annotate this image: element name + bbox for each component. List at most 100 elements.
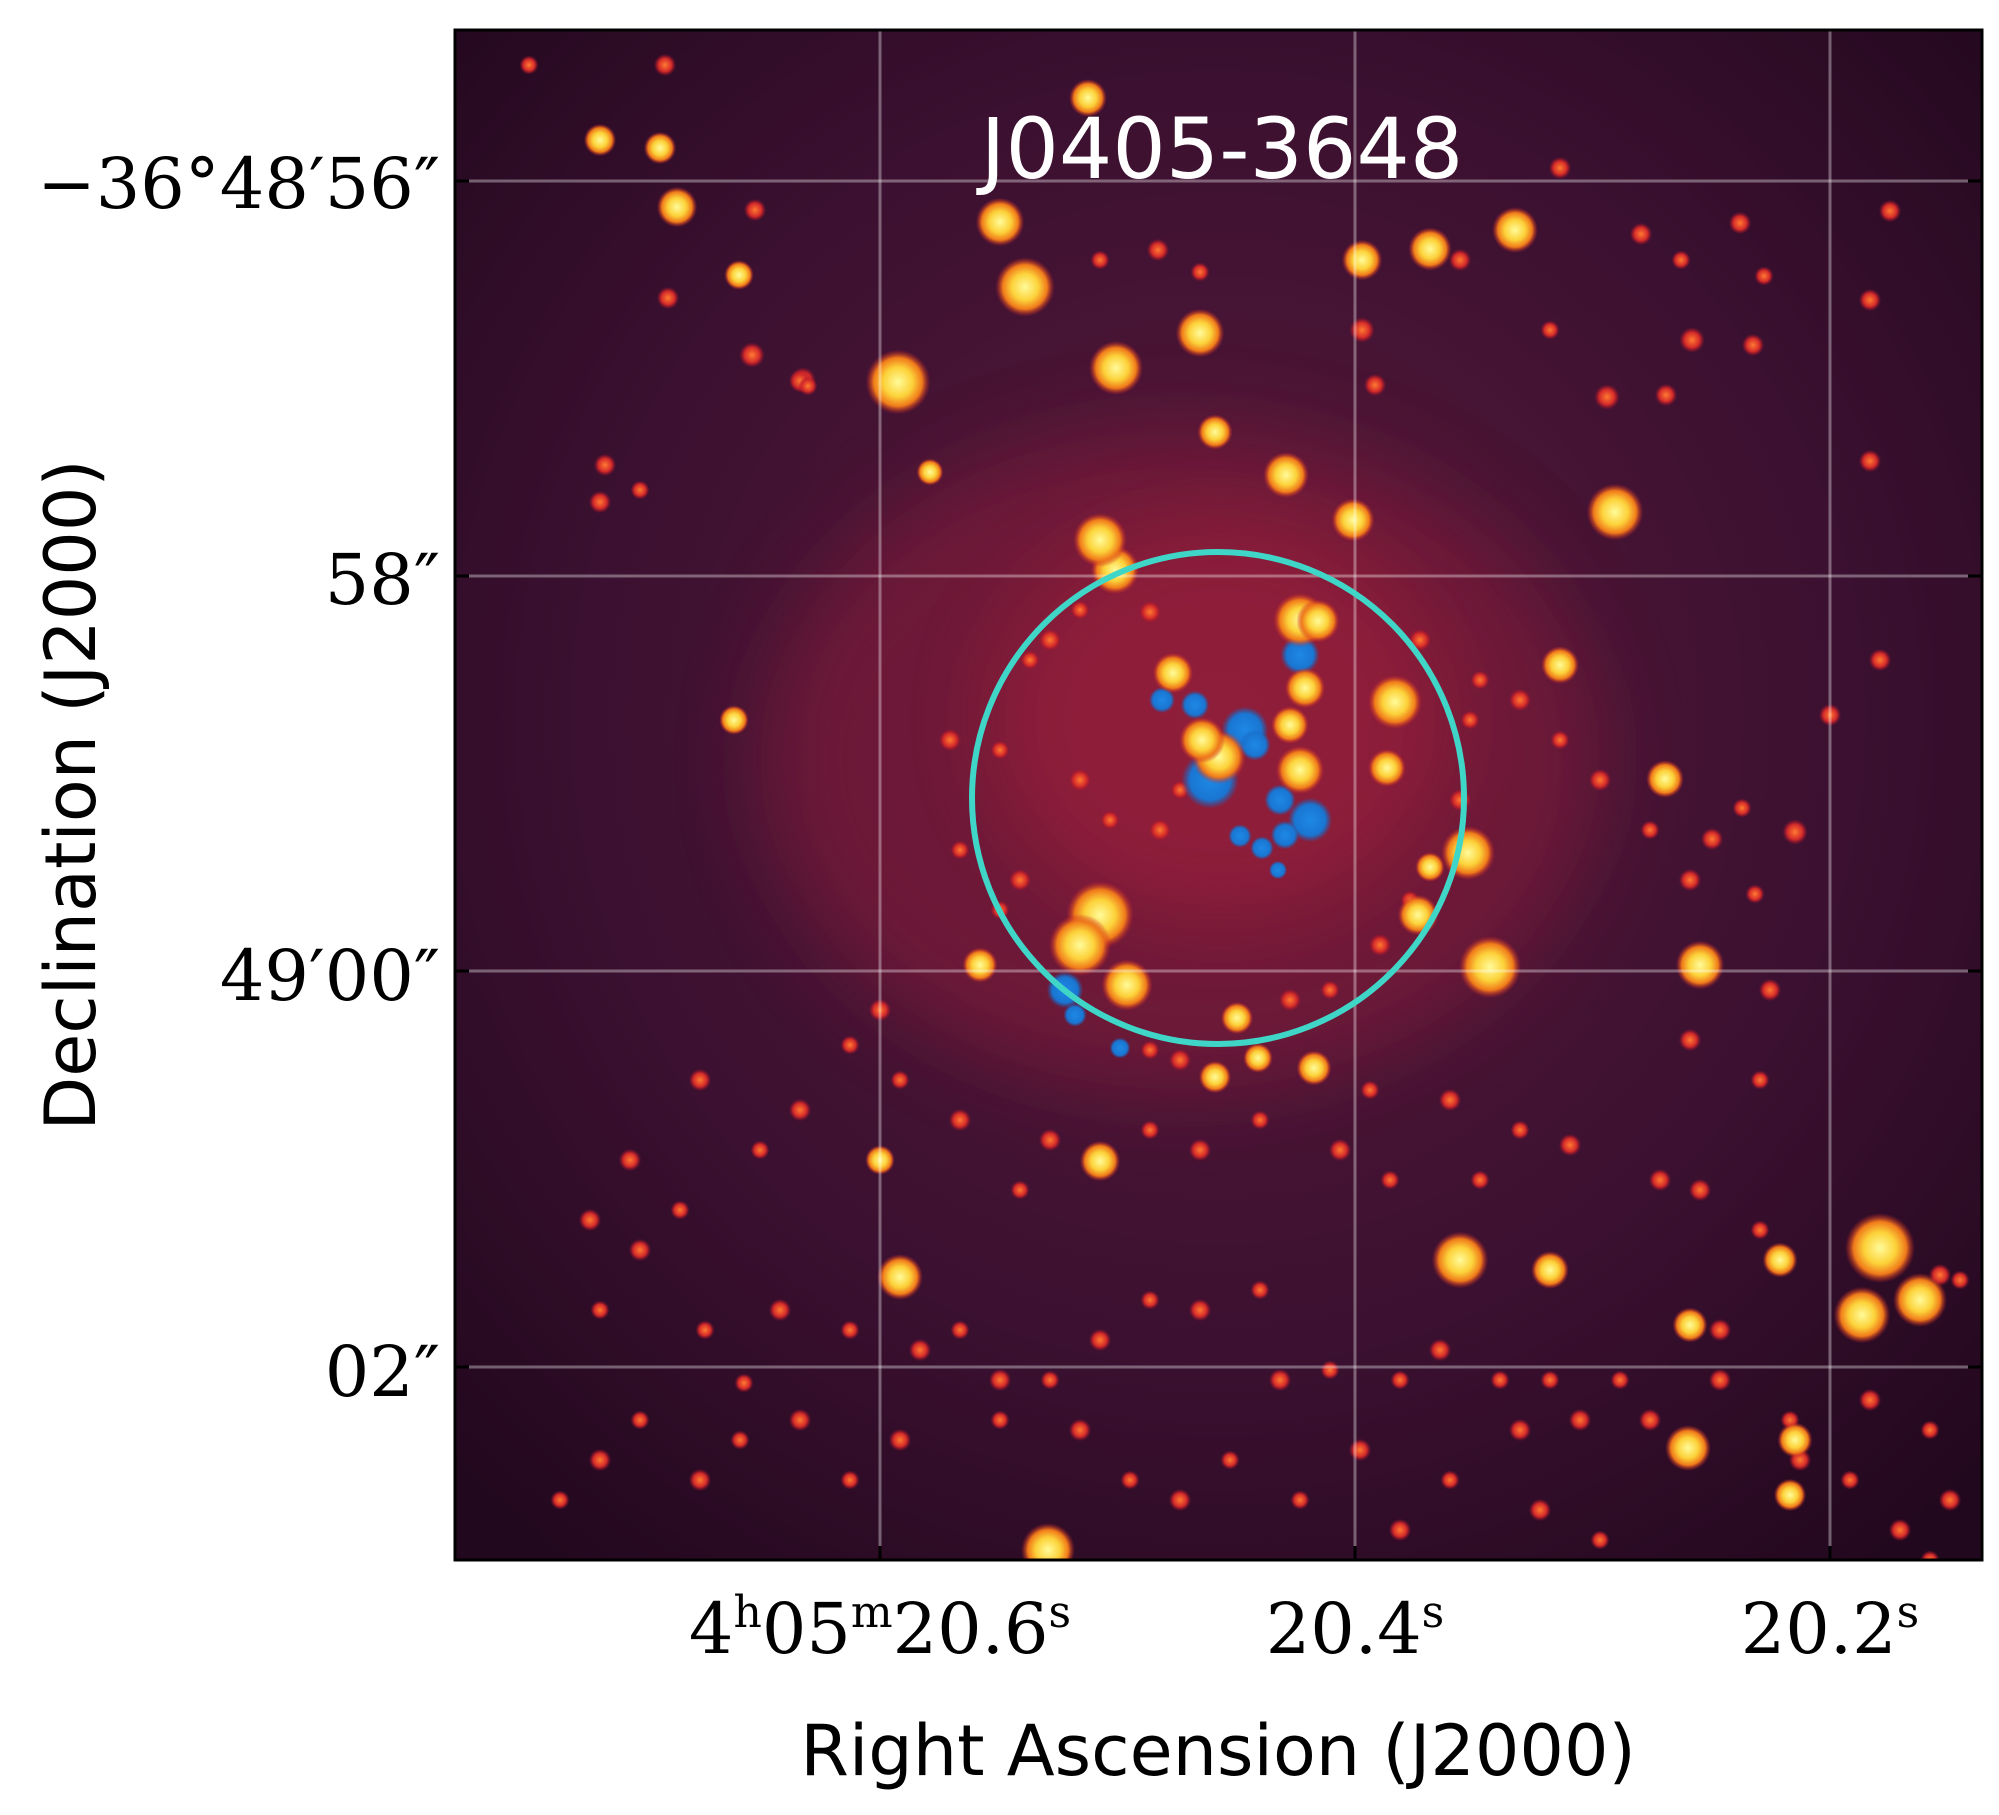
- faint-source: [1320, 1360, 1340, 1380]
- bright-source: [1079, 1140, 1121, 1182]
- faint-source: [688, 1468, 712, 1492]
- overlay-source: [1228, 824, 1252, 848]
- faint-source: [888, 1428, 912, 1452]
- bright-source: [1284, 667, 1326, 709]
- faint-source: [1168, 1048, 1192, 1072]
- bright-source: [1675, 940, 1725, 990]
- faint-source: [1510, 1120, 1530, 1140]
- bright-source: [1441, 826, 1495, 880]
- bright-source: [1296, 599, 1340, 643]
- faint-source: [630, 1410, 650, 1430]
- bright-source: [1073, 513, 1127, 567]
- bright-source: [724, 260, 754, 290]
- faint-source: [990, 1410, 1010, 1430]
- faint-source: [1470, 670, 1490, 690]
- bright-source: [1296, 1050, 1332, 1086]
- faint-source: [688, 1068, 712, 1092]
- faint-source: [1671, 250, 1691, 270]
- faint-source: [1654, 383, 1678, 407]
- y-tick-label-1: −36°48′56″: [37, 143, 440, 225]
- faint-source: [1878, 199, 1902, 223]
- bright-source: [1101, 959, 1153, 1011]
- faint-source: [1146, 238, 1170, 262]
- faint-source: [1140, 1040, 1160, 1060]
- bright-source: [1089, 341, 1143, 395]
- bright-source: [1762, 1242, 1798, 1278]
- overlay-source: [1239, 729, 1271, 761]
- faint-source: [1548, 156, 1572, 180]
- faint-source: [1540, 320, 1560, 340]
- bright-source: [1893, 1273, 1947, 1327]
- bright-source: [1175, 308, 1225, 358]
- grid: [455, 30, 1982, 1560]
- sources: [519, 53, 1970, 1560]
- faint-source: [628, 1238, 652, 1262]
- faint-source: [618, 1148, 642, 1172]
- bright-source: [656, 186, 698, 228]
- faint-source: [1138, 600, 1162, 624]
- faint-source: [1508, 688, 1532, 712]
- bright-source: [1220, 1001, 1254, 1035]
- overlay-source: [1270, 820, 1300, 850]
- faint-source: [1741, 333, 1765, 357]
- faint-source: [1490, 1370, 1510, 1390]
- faint-source: [1540, 1370, 1560, 1390]
- x-tick-label-3: 20.2s: [1741, 1587, 1919, 1670]
- faint-source: [1818, 703, 1842, 727]
- bright-source: [1777, 1422, 1813, 1458]
- overlay-source: [1180, 690, 1210, 720]
- faint-source: [1858, 449, 1882, 473]
- faint-source: [908, 1338, 932, 1362]
- overlay-source: [1287, 797, 1333, 843]
- image-panel: J0405-3648: [455, 30, 1982, 1560]
- faint-source: [695, 1320, 715, 1340]
- overlay-source: [1063, 1003, 1087, 1027]
- faint-source: [1070, 600, 1090, 620]
- bright-source: [1586, 483, 1644, 541]
- faint-source: [630, 480, 650, 500]
- faint-source: [1678, 1028, 1702, 1052]
- bright-source: [916, 458, 944, 486]
- faint-source: [840, 1470, 860, 1490]
- faint-source: [1938, 1488, 1962, 1512]
- faint-source: [788, 1408, 812, 1432]
- faint-source: [1640, 820, 1660, 840]
- faint-source: [578, 1208, 602, 1232]
- faint-source: [1840, 1470, 1860, 1490]
- bright-source: [1069, 79, 1107, 117]
- faint-source: [1020, 650, 1040, 670]
- faint-source: [1038, 1128, 1062, 1152]
- overlay-source: [1149, 687, 1175, 713]
- image-title: J0405-3648: [976, 100, 1464, 198]
- bright-source: [1531, 1251, 1569, 1289]
- overlay-source: [1250, 836, 1274, 860]
- faint-source: [670, 1200, 690, 1220]
- faint-source: [1528, 1498, 1552, 1522]
- faint-source: [1728, 211, 1752, 235]
- faint-source: [1140, 1120, 1160, 1140]
- faint-source: [1708, 1368, 1732, 1392]
- y-tick-label-4: 02″: [325, 1331, 440, 1413]
- faint-source: [1550, 730, 1570, 750]
- faint-source: [938, 728, 962, 752]
- bright-source: [1198, 1060, 1232, 1094]
- bright-source: [1844, 1212, 1916, 1284]
- faint-source: [1448, 248, 1472, 272]
- faint-source: [519, 55, 539, 75]
- bright-source: [1152, 652, 1194, 694]
- faint-source: [1648, 1168, 1672, 1192]
- faint-source: [1100, 810, 1120, 830]
- faint-source: [1038, 628, 1062, 652]
- faint-source: [1700, 827, 1724, 851]
- bright-source: [1646, 760, 1684, 798]
- tick-marks: [455, 179, 1982, 1560]
- aperture-circle: [969, 549, 1467, 1047]
- faint-source: [1360, 1080, 1380, 1100]
- faint-source: [1590, 1530, 1610, 1550]
- faint-source: [1858, 1388, 1882, 1412]
- faint-source: [1188, 1298, 1212, 1322]
- faint-source: [1782, 819, 1808, 845]
- bright-source: [962, 947, 998, 983]
- faint-source: [1250, 1110, 1270, 1130]
